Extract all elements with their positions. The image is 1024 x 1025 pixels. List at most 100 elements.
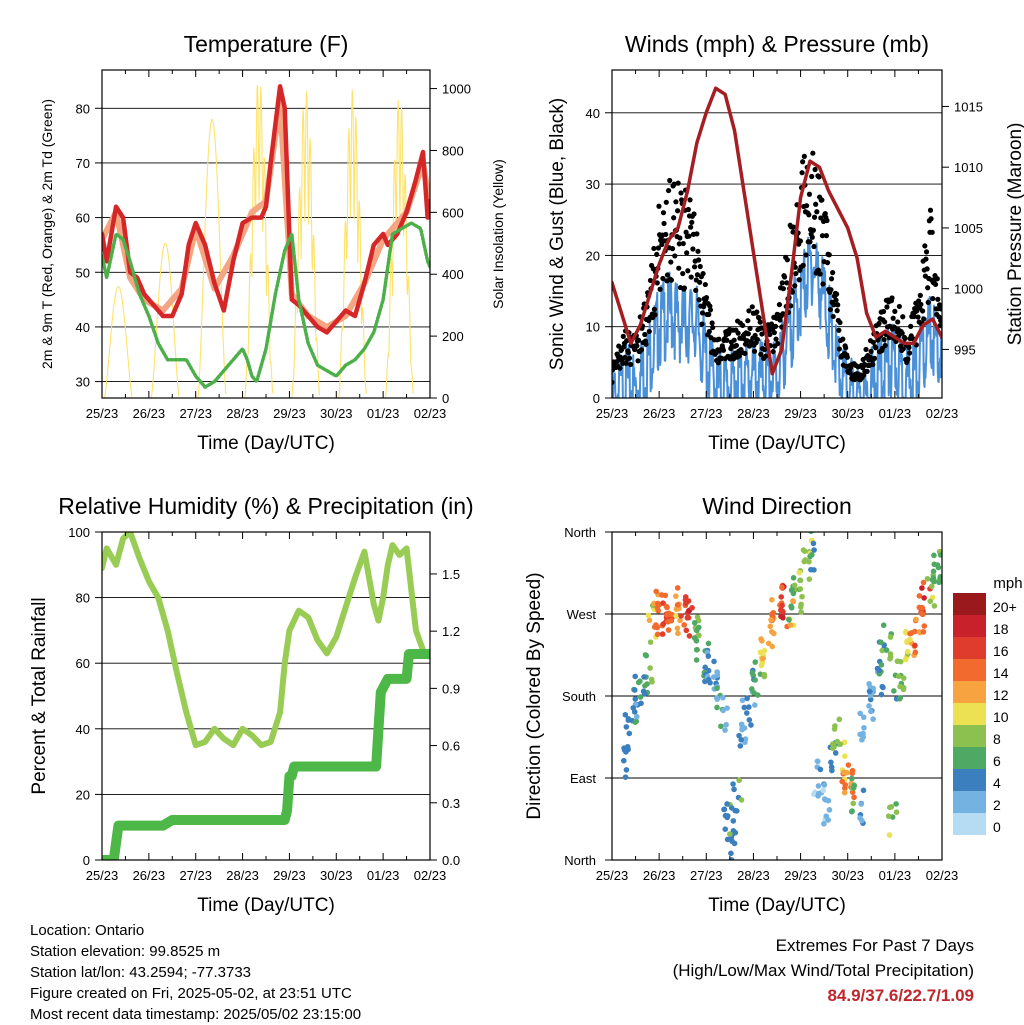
direction-point [681,622,688,628]
x-tick-label: 30/23 [320,406,353,421]
x-tick-label: 25/23 [86,406,119,421]
gust-point [815,267,822,273]
gust-point [684,250,690,256]
direction-point [878,662,885,668]
direction-point [694,614,701,620]
direction-point [686,633,693,639]
direction-point [779,584,785,591]
direction-point [876,667,883,674]
gust-point [919,308,926,314]
gust-point [694,231,700,237]
x-tick-label: 25/23 [86,868,119,883]
direction-point [769,596,775,603]
x-tick-label: 01/23 [367,406,400,421]
colorbar-label: 14 [993,665,1009,681]
gust-point [652,312,658,318]
direction-point [930,568,937,575]
gust-point [758,351,764,357]
gust-point [745,331,751,337]
gust-point [908,323,914,329]
direction-point [851,794,857,801]
direction-point [867,696,874,703]
station-pressure-line [612,86,942,376]
direction-point [806,576,813,582]
colorbar-title: mph [993,575,1022,592]
direction-point [655,600,661,607]
direction-point [870,716,876,722]
direction-point [829,767,835,774]
direction-point [868,708,874,715]
direction-point [723,721,729,728]
direction-point [791,582,798,589]
colorbar-label: 12 [993,687,1009,703]
gust-point [685,268,691,274]
direction-point [731,786,737,793]
direction-point [724,801,730,807]
direction-point [737,743,744,749]
gust-point [733,342,740,349]
direction-point [621,747,628,753]
gust-point [891,324,897,330]
station-info: Location: Ontario Station elevation: 99.… [30,920,361,1025]
gust-point [843,345,849,351]
gust-point [923,256,929,262]
gust-point [790,229,796,235]
direction-point [808,566,814,573]
gust-point [772,323,779,329]
direction-point [920,629,927,635]
direction-point [878,691,885,698]
direction-point [693,646,700,653]
direction-point [768,628,775,635]
gust-point [740,322,746,329]
gust-point [924,266,930,272]
direction-point [825,817,832,823]
direction-point [796,569,803,576]
direction-point [752,702,758,708]
gust-point [643,341,649,347]
y-tick-label: 60 [76,211,90,226]
gust-point [710,324,716,331]
gust-point [715,360,721,366]
direction-point [779,602,785,609]
direction-point [673,593,679,599]
station-elevation: Station elevation: 99.8525 m [30,943,221,960]
direction-point [622,711,629,718]
gust-point [707,307,714,313]
colorbar-label: 2 [993,797,1001,813]
gust-point [819,197,825,203]
gust-point [691,211,697,217]
direction-point [885,813,892,819]
direction-point [678,613,684,619]
gust-point [892,308,898,314]
direction-point [897,683,903,690]
direction-point [828,759,834,766]
y-tick-label: 80 [76,101,90,116]
gust-point [638,347,645,353]
gust-point [817,271,823,277]
direction-point [836,716,843,723]
solar-insolation-line [103,286,133,398]
direction-point [674,585,681,591]
direction-point [866,688,873,695]
direction-point [714,696,721,702]
direction-point [913,616,919,623]
direction-point [778,607,784,613]
direction-point [861,724,867,731]
direction-point [900,675,907,681]
direction-point [921,623,928,629]
x-tick-label: 26/23 [133,406,166,421]
gust-point [830,313,836,320]
colorbar-swatch [953,593,986,615]
direction-point [860,787,867,794]
gust-point [686,233,692,239]
y-tick-label: 0 [593,391,600,406]
gust-point [685,206,691,213]
x-tick-label: 29/23 [784,406,817,421]
gust-point [796,277,802,283]
direction-point [722,812,729,819]
direction-point [790,598,796,604]
gust-point [776,301,783,308]
temp-2m-line [102,84,430,335]
direction-point [879,647,886,654]
